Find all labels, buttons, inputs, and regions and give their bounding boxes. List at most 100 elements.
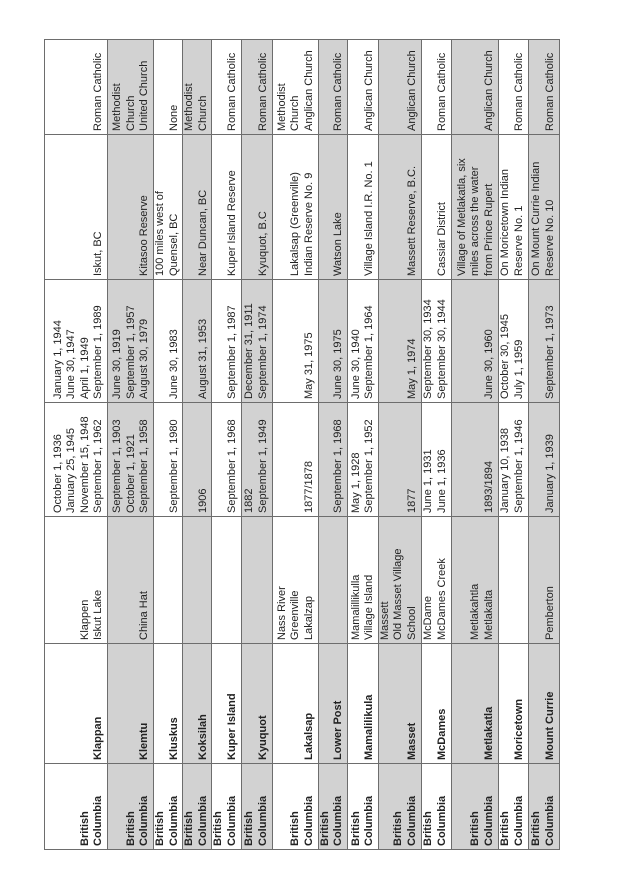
province-cell: British Columbia [378, 763, 422, 850]
religious-entity-cell: Methodist Church Anglican Church [272, 39, 319, 135]
province-cell: British Columbia [272, 763, 319, 850]
table-row: British Columbia Moricetown January 10, 19… [498, 39, 529, 850]
opened-date-cell: 1877/1878 [272, 402, 319, 517]
opened-date-cell: 1877 [378, 402, 422, 517]
location-cell: Iskut, BC [44, 134, 108, 280]
opened-date-cell: September 1, 1968 [318, 402, 348, 517]
school-name-cell: Lower Post [318, 643, 348, 764]
closed-date-cell: December 31, 1911 September 1, 1974 [241, 279, 273, 403]
location-cell: Massett Reserve, B.C. [378, 134, 422, 280]
religious-entity-cell: Roman Catholic [498, 39, 529, 135]
school-name-cell: Mamalilikula [347, 643, 379, 764]
closed-date-cell: August 31, 1953 [182, 279, 212, 403]
school-name-cell: Lakalsap [272, 643, 319, 764]
school-name-cell: Kyuquot [241, 643, 273, 764]
former-names-cell: Nass River Greenville Lakalzap [272, 516, 319, 644]
province-cell: British Columbia [241, 763, 273, 850]
former-names-cell: China Hat [107, 516, 154, 644]
school-name-cell: Klappan [44, 643, 108, 764]
former-names-cell [241, 516, 273, 644]
former-names-cell [211, 516, 242, 644]
table-row: British Columbia Klemtu China Hat September… [107, 39, 154, 850]
school-name-cell: Moricetown [498, 643, 529, 764]
religious-entity-cell: Roman Catholic [528, 39, 560, 135]
religious-entity-cell: Roman Catholic [421, 39, 452, 135]
province-cell: British Columbia [182, 763, 212, 850]
religious-entity-cell: Anglican Church [451, 39, 499, 135]
table-row: British Columbia Kluskus September 1, 1980… [153, 39, 183, 850]
location-cell: On Moricetown Indian Reserve No. 1 [498, 134, 529, 280]
opened-date-cell: September 1, 1980 [153, 402, 183, 517]
school-name-cell: Mount Currie [528, 643, 560, 764]
table-row: British Columbia Mount Currie Pemberton Jan… [528, 39, 560, 850]
closed-date-cell: September 1, 1987 [211, 279, 242, 403]
location-cell: Kyuquot, B.C [241, 134, 273, 280]
former-names-cell: McDame McDames Creek [421, 516, 452, 644]
location-cell: 100 miles west of Quensel, BC [153, 134, 183, 280]
table-row: British Columbia McDames McDame McDames Cr… [421, 39, 452, 850]
closed-date-cell: June 30, 1975 [318, 279, 348, 403]
province-cell: British Columbia [347, 763, 379, 850]
residential-schools-table: British Columbia Klappan Klappen Iskut Lak… [44, 39, 560, 850]
closed-date-cell: June 30, 1940 September 1, 1964 [347, 279, 379, 403]
religious-entity-cell: Roman Catholic [318, 39, 348, 135]
table-row: British Columbia Lakalsap Nass River Green… [272, 39, 319, 850]
former-names-cell [498, 516, 529, 644]
school-name-cell: Masset [378, 643, 422, 764]
location-cell: Kitasoo Reserve [107, 134, 154, 280]
table-row: British Columbia Masset Massett Old Masset… [378, 39, 422, 850]
religious-entity-cell: Methodist Church United Church [107, 39, 154, 135]
province-cell: British Columbia [318, 763, 348, 850]
religious-entity-cell: Roman Catholic [44, 39, 108, 135]
province-cell: British Columbia [44, 763, 108, 850]
religious-entity-cell: Methodist Church [182, 39, 212, 135]
closed-date-cell: June 30, 1919 September 1, 1957 August 3… [107, 279, 154, 403]
province-cell: British Columbia [498, 763, 529, 850]
religious-entity-cell: Roman Catholic [211, 39, 242, 135]
province-cell: British Columbia [421, 763, 452, 850]
province-cell: British Columbia [451, 763, 499, 850]
former-names-cell [318, 516, 348, 644]
closed-date-cell: September 1, 1973 [528, 279, 560, 403]
location-cell: On Mount Currie Indian Reserve No. 10 [528, 134, 560, 280]
opened-date-cell: June 1, 1931 June 1, 1936 [421, 402, 452, 517]
location-cell: Watson Lake [318, 134, 348, 280]
school-name-cell: Kuper Island [211, 643, 242, 764]
religious-entity-cell: Anglican Church [347, 39, 379, 135]
closed-date-cell: May 31, 1975 [272, 279, 319, 403]
former-names-cell [182, 516, 212, 644]
opened-date-cell: 1893/1894 [451, 402, 499, 517]
opened-date-cell: 1882 September 1, 1949 [241, 402, 273, 517]
closed-date-cell: June 30, 1983 [153, 279, 183, 403]
former-names-cell: Pemberton [528, 516, 560, 644]
opened-date-cell: September 1, 1903 October 1, 1921 Septem… [107, 402, 154, 517]
former-names-cell: Mamalillikulla Village Island [347, 516, 379, 644]
closed-date-cell: January 1, 1944 June 30, 1947 April 1, 1… [44, 279, 108, 403]
province-cell: British Columbia [153, 763, 183, 850]
closed-date-cell: June 30, 1960 [451, 279, 499, 403]
location-cell: Cassiar District [421, 134, 452, 280]
province-cell: British Columbia [211, 763, 242, 850]
closed-date-cell: September 30, 1934 September 30, 1944 [421, 279, 452, 403]
province-cell: British Columbia [107, 763, 154, 850]
table-row: British Columbia Kuper Island September 1,… [211, 39, 242, 850]
location-cell: Kuper Island Reserve [211, 134, 242, 280]
religious-entity-cell: None [153, 39, 183, 135]
former-names-cell: Metlakahtla Metlakalta [451, 516, 499, 644]
location-cell: Village Island I.R. No. 1 [347, 134, 379, 280]
opened-date-cell: January 10, 1938 September 1, 1946 [498, 402, 529, 517]
closed-date-cell: May 1, 1974 [378, 279, 422, 403]
former-names-cell [153, 516, 183, 644]
location-cell: Near Duncan, BC [182, 134, 212, 280]
school-name-cell: Koksilah [182, 643, 212, 764]
table-row: British Columbia Metlakatla Metlakahtla Me… [451, 39, 499, 850]
former-names-cell: Massett Old Masset Village School [378, 516, 422, 644]
table-row: British Columbia Lower Post September 1, 1… [318, 39, 348, 850]
religious-entity-cell: Anglican Church [378, 39, 422, 135]
location-cell: Lakalsap (Greenville) Indian Reserve No.… [272, 134, 319, 280]
opened-date-cell: May 1, 1928 September 1, 1952 [347, 402, 379, 517]
opened-date-cell: October 1, 1936 January 25, 1945 Novembe… [44, 402, 108, 517]
table-row: British Columbia Koksilah 1906 August 31, 1… [182, 39, 212, 850]
school-name-cell: McDames [421, 643, 452, 764]
closed-date-cell: October 30, 1945 July 1, 1959 [498, 279, 529, 403]
